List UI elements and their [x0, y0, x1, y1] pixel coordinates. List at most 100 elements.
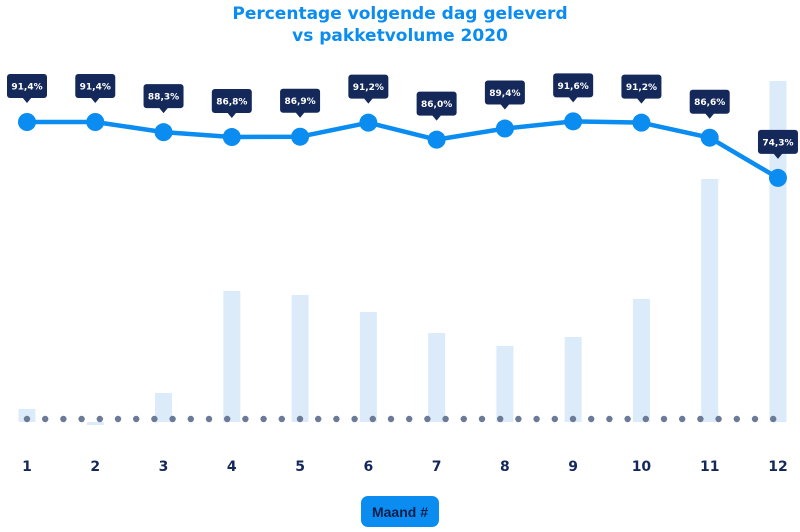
- data-label: 86,6%: [694, 98, 725, 108]
- x-tick-label: 6: [363, 459, 373, 475]
- x-axis-label-button[interactable]: Maand #: [361, 496, 439, 527]
- volume-bar: [769, 81, 787, 422]
- data-label: 89,4%: [489, 89, 520, 99]
- data-label: 91,6%: [558, 82, 589, 92]
- baseline-dot: [60, 415, 67, 423]
- baseline-dot: [606, 415, 613, 423]
- baseline-dot: [278, 415, 285, 423]
- percentage-line: [27, 119, 780, 180]
- volume-bar: [496, 346, 514, 422]
- data-label: 88,3%: [148, 93, 179, 103]
- x-tick-label: 9: [568, 459, 578, 475]
- volume-bar: [428, 333, 446, 422]
- x-tick-label: 1: [22, 459, 32, 475]
- tooltip-box: [416, 91, 457, 116]
- baseline-dot: [23, 415, 31, 423]
- x-tick-label: 7: [432, 459, 442, 475]
- data-label: 74,3%: [762, 138, 793, 148]
- baseline-dot: [697, 415, 704, 423]
- data-point: [154, 123, 173, 142]
- tooltip-pointer: [226, 112, 237, 119]
- baseline-dot: [151, 415, 158, 423]
- baseline-dot: [551, 415, 558, 423]
- volume-bar: [223, 291, 241, 422]
- x-tick-label: 5: [295, 459, 305, 475]
- baseline-dot: [424, 415, 431, 423]
- data-point: [291, 127, 310, 146]
- x-tick-label: 2: [90, 459, 100, 475]
- tooltip-box: [757, 129, 798, 154]
- volume-bar: [701, 179, 719, 422]
- baseline-dot: [205, 415, 213, 423]
- tooltip-pointer: [22, 97, 32, 103]
- baseline-dot: [351, 415, 358, 423]
- baseline-dot: [224, 415, 231, 423]
- data-point: [222, 128, 241, 147]
- tooltip-box: [621, 74, 662, 99]
- baseline-dot: [497, 415, 504, 423]
- baseline-dot: [315, 415, 322, 423]
- tooltip-pointer: [431, 114, 442, 121]
- baseline-dot: [533, 415, 540, 423]
- baseline-dot: [387, 415, 395, 423]
- tooltip-box: [211, 89, 252, 114]
- baseline-dot: [369, 415, 376, 423]
- tooltip-pointer: [295, 111, 306, 118]
- tooltip-pointer: [772, 152, 783, 159]
- baseline-dot: [588, 415, 595, 423]
- tooltip-box: [553, 73, 594, 98]
- volume-bar: [632, 299, 650, 422]
- x-tick-label: 8: [500, 459, 510, 475]
- baseline-dot: [569, 415, 577, 423]
- volume-bar: [564, 337, 582, 422]
- data-label: 91,2%: [353, 83, 384, 93]
- data-point: [18, 113, 36, 131]
- baseline-dot: [114, 415, 122, 423]
- volume-bar: [18, 409, 36, 422]
- data-label: 91,4%: [11, 83, 42, 93]
- baseline-dot: [78, 415, 85, 423]
- data-label: 86,9%: [284, 97, 315, 107]
- tooltip-box: [484, 80, 525, 105]
- tooltip-pointer: [363, 97, 374, 104]
- x-tick-label: 3: [159, 459, 169, 475]
- title-line-1: Percentage volgende dag geleverd: [232, 4, 568, 24]
- data-label: 86,8%: [216, 98, 247, 108]
- x-tick-label: 12: [768, 459, 787, 475]
- data-label: 91,2%: [626, 83, 657, 93]
- tooltip-box: [280, 88, 321, 113]
- baseline-dot: [187, 415, 194, 423]
- baseline-dot: [169, 415, 176, 423]
- x-tick-label: 11: [700, 459, 719, 475]
- data-point: [427, 130, 446, 149]
- baseline-dot: [642, 415, 649, 423]
- volume-bar: [291, 295, 309, 422]
- tooltip-box: [348, 74, 389, 99]
- tooltip-box: [7, 74, 47, 98]
- baseline-dot: [770, 415, 777, 423]
- baseline-dot: [133, 415, 140, 423]
- x-tick-label: 10: [632, 459, 652, 475]
- baseline-dot: [624, 415, 631, 423]
- volume-bar: [155, 393, 173, 422]
- baseline-dot: [679, 415, 686, 423]
- tooltip-pointer: [636, 97, 647, 104]
- baseline-dot: [442, 415, 449, 423]
- data-point: [768, 168, 787, 187]
- data-point: [632, 113, 651, 132]
- x-tick-label: 4: [227, 459, 237, 475]
- tooltip-pointer: [568, 96, 579, 103]
- data-label: 86,0%: [421, 100, 452, 110]
- data-label: 91,4%: [80, 83, 111, 93]
- title-line-2: vs pakketvolume 2020: [292, 26, 508, 46]
- volume-bar: [86, 422, 104, 425]
- baseline-dot: [296, 415, 304, 423]
- baseline-dot: [333, 415, 340, 423]
- data-point: [495, 119, 514, 138]
- data-point: [86, 113, 105, 131]
- baseline-dot: [715, 415, 722, 423]
- tooltip-pointer: [90, 97, 101, 103]
- baseline-dot: [660, 415, 668, 423]
- baseline-dot: [96, 415, 104, 423]
